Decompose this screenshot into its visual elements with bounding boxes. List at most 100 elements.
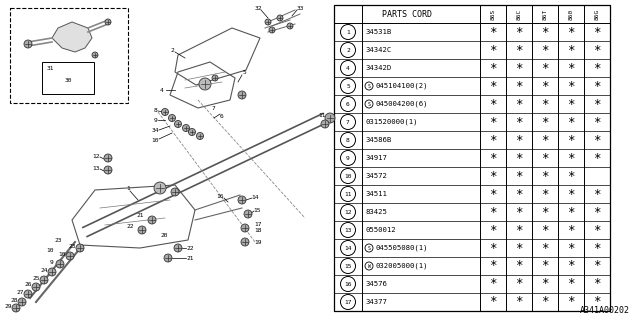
Text: *: * <box>515 26 523 38</box>
Circle shape <box>325 113 335 123</box>
Text: *: * <box>515 170 523 182</box>
Text: *: * <box>489 61 497 75</box>
Circle shape <box>104 166 112 174</box>
Text: 4: 4 <box>346 66 350 70</box>
Text: 30: 30 <box>64 77 72 83</box>
Text: *: * <box>489 133 497 147</box>
Circle shape <box>24 40 32 48</box>
Text: 15: 15 <box>253 207 260 212</box>
Text: 31: 31 <box>46 66 54 70</box>
Text: 86G: 86G <box>595 8 600 20</box>
Text: *: * <box>593 44 601 57</box>
Text: 10: 10 <box>58 252 66 257</box>
Circle shape <box>105 19 111 25</box>
Text: *: * <box>567 26 575 38</box>
Text: 22: 22 <box>186 245 194 251</box>
Circle shape <box>161 108 168 116</box>
Text: *: * <box>593 61 601 75</box>
Text: S: S <box>367 245 371 251</box>
Text: *: * <box>567 98 575 110</box>
Circle shape <box>76 244 84 252</box>
Text: *: * <box>567 170 575 182</box>
Text: 12: 12 <box>92 154 100 158</box>
Text: 13: 13 <box>344 228 352 233</box>
Circle shape <box>269 27 275 33</box>
Text: *: * <box>515 260 523 273</box>
Text: 1: 1 <box>126 186 130 190</box>
Text: 9: 9 <box>346 156 350 161</box>
Circle shape <box>164 254 172 262</box>
Text: 9: 9 <box>153 117 157 123</box>
Text: *: * <box>593 26 601 38</box>
Text: 29: 29 <box>4 303 12 308</box>
Text: 23: 23 <box>54 237 61 243</box>
Text: *: * <box>515 188 523 201</box>
Circle shape <box>174 244 182 252</box>
Text: 15: 15 <box>344 263 352 268</box>
Text: *: * <box>515 205 523 219</box>
Circle shape <box>18 298 26 306</box>
Text: *: * <box>489 260 497 273</box>
Text: *: * <box>567 260 575 273</box>
Text: *: * <box>489 151 497 164</box>
Circle shape <box>66 252 74 260</box>
Circle shape <box>92 52 98 58</box>
Text: 18: 18 <box>254 228 262 233</box>
Circle shape <box>48 268 56 276</box>
Text: PARTS CORD: PARTS CORD <box>382 10 432 19</box>
Text: *: * <box>541 151 548 164</box>
Text: *: * <box>567 277 575 291</box>
Text: 17: 17 <box>254 221 262 227</box>
Text: *: * <box>515 116 523 129</box>
Text: *: * <box>541 79 548 92</box>
Text: *: * <box>515 79 523 92</box>
Text: *: * <box>593 223 601 236</box>
Circle shape <box>244 210 252 218</box>
Text: 2: 2 <box>346 47 350 52</box>
Text: S: S <box>367 84 371 89</box>
Text: *: * <box>541 98 548 110</box>
Text: *: * <box>515 295 523 308</box>
Circle shape <box>175 121 182 127</box>
Circle shape <box>241 224 249 232</box>
Circle shape <box>265 19 271 25</box>
Bar <box>334 5 610 311</box>
Text: 21: 21 <box>186 255 194 260</box>
Circle shape <box>287 23 293 29</box>
Text: *: * <box>489 44 497 57</box>
Circle shape <box>104 154 112 162</box>
Polygon shape <box>52 22 92 52</box>
Circle shape <box>40 276 48 284</box>
Text: *: * <box>541 242 548 254</box>
Circle shape <box>56 260 64 268</box>
Circle shape <box>12 304 20 312</box>
Circle shape <box>32 283 40 291</box>
Circle shape <box>321 120 329 128</box>
Text: *: * <box>593 79 601 92</box>
Text: *: * <box>489 205 497 219</box>
Text: 34342D: 34342D <box>366 65 392 71</box>
Text: *: * <box>541 223 548 236</box>
Text: 86C: 86C <box>516 8 522 20</box>
Text: *: * <box>593 277 601 291</box>
Text: *: * <box>489 242 497 254</box>
Text: 8: 8 <box>153 108 157 113</box>
Text: *: * <box>489 116 497 129</box>
Text: *: * <box>593 188 601 201</box>
Text: *: * <box>541 61 548 75</box>
Circle shape <box>148 216 156 224</box>
Text: 34: 34 <box>151 127 159 132</box>
Text: 860: 860 <box>568 8 573 20</box>
Text: 34586B: 34586B <box>366 137 392 143</box>
Text: 25: 25 <box>32 276 40 281</box>
Text: 032005000(1): 032005000(1) <box>375 263 428 269</box>
Text: 13: 13 <box>92 165 100 171</box>
Text: *: * <box>567 61 575 75</box>
Circle shape <box>171 188 179 196</box>
Text: 34511: 34511 <box>366 191 388 197</box>
Circle shape <box>196 132 204 140</box>
Text: 10: 10 <box>46 247 54 252</box>
Text: 045505080(1): 045505080(1) <box>375 245 428 251</box>
Text: *: * <box>515 133 523 147</box>
Text: 12: 12 <box>344 210 352 214</box>
